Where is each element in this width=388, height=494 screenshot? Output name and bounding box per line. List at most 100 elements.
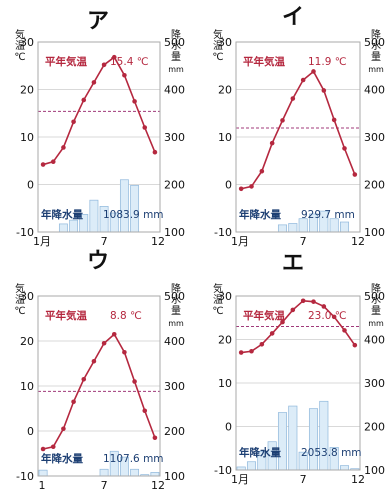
month-tick-label: 1月 (231, 473, 249, 486)
temperature-point (50, 444, 56, 450)
temperature-axis-title-char: 気 (15, 28, 25, 41)
precipitation-bar (99, 468, 109, 477)
precipitation-tick-label: 400 (164, 84, 185, 97)
temperature-point (311, 69, 316, 74)
temperature-axis-unit: ℃ (14, 306, 25, 317)
precipitation-axis-unit: mm (168, 319, 184, 328)
temperature-point (331, 314, 337, 320)
temperature-point (331, 117, 337, 123)
precipitation-axis-title-char: 降 (371, 282, 381, 295)
month-tick-label: 12 (151, 479, 165, 492)
temperature-tick-label: 10 (20, 131, 34, 144)
temperature-axis-title-char: 温 (15, 40, 25, 52)
precipitation-axis-title-char: 量 (371, 51, 381, 63)
precipitation-bar (89, 199, 99, 233)
temperature-point (71, 119, 76, 125)
temperature-point (122, 72, 127, 78)
precipitation-bar (246, 461, 257, 471)
plot-frame (235, 41, 361, 233)
temperature-point (40, 162, 46, 167)
precipitation-bar (119, 179, 129, 233)
temperature-point (40, 446, 46, 452)
temperature-point (280, 319, 285, 325)
precipitation-axis-title-char: 降 (171, 28, 181, 41)
precipitation-tick-label: 100 (164, 470, 185, 483)
precipitation-axis-unit: mm (168, 65, 184, 74)
annual-mean-value: 23.0 ℃ (308, 310, 347, 322)
plot-frame (37, 41, 161, 233)
precipitation-tick-label: 200 (164, 179, 185, 192)
temperature-tick-label: -10 (214, 226, 232, 239)
temperature-point (50, 159, 56, 164)
temperature-point (81, 376, 87, 382)
precipitation-tick-label: 100 (164, 226, 185, 239)
climate-chart-1: -10 0 10 20 30 100 200 300 400 500 1月 7 12 気温℃ 降水量 mm ア平… (14, 9, 185, 248)
temperature-point (91, 358, 97, 364)
temperature-point (311, 299, 316, 304)
temperature-tick-label: 0 (27, 425, 34, 438)
temperature-point (111, 54, 117, 60)
month-tick-label: 12 (151, 235, 165, 248)
temperature-point (91, 80, 97, 85)
temperature-point (269, 331, 275, 336)
temperature-tick-label: 0 (27, 179, 34, 192)
temperature-point (81, 97, 87, 103)
precipitation-bar (308, 408, 319, 471)
temperature-point (152, 435, 158, 441)
precipitation-axis-title-char: 水 (371, 40, 381, 52)
temperature-point (259, 168, 265, 174)
precipitation-axis-unit: mm (368, 319, 384, 328)
temperature-axis-unit: ℃ (212, 52, 223, 63)
panel-title: イ (282, 5, 304, 30)
precipitation-tick-label: 200 (364, 421, 385, 434)
temperature-point (342, 328, 347, 333)
temperature-tick-label: -10 (16, 226, 34, 239)
temperature-tick-label: -10 (16, 470, 34, 483)
temperature-axis-title-char: 気 (15, 282, 25, 295)
temperature-axis-unit: ℃ (212, 306, 223, 317)
month-tick-label: 7 (101, 479, 108, 492)
temperature-tick-label: 30 (20, 36, 34, 49)
precipitation-tick-label: 500 (364, 36, 385, 49)
temperature-point (111, 331, 117, 337)
annual-mean-value: 8.8 ℃ (110, 310, 142, 322)
annual-total-value: 1083.9 mm (103, 209, 164, 221)
temperature-point (280, 118, 285, 123)
panel-title: ア (87, 9, 109, 34)
precipitation-tick-label: 100 (364, 226, 385, 239)
temperature-point (142, 408, 148, 414)
temperature-point (249, 348, 254, 354)
temperature-point (342, 146, 347, 151)
precipitation-tick-label: 100 (364, 464, 385, 477)
precipitation-tick-label: 500 (164, 290, 185, 303)
temperature-tick-label: 0 (225, 421, 232, 434)
annual-total-label: 年降水量 (239, 446, 281, 459)
precipitation-bar (288, 405, 298, 471)
temperature-point (122, 349, 127, 355)
temperature-point (61, 145, 66, 150)
precipitation-bar (339, 221, 350, 233)
temperature-point (101, 340, 107, 346)
precipitation-axis-title-char: 水 (371, 294, 381, 306)
precipitation-tick-label: 400 (364, 84, 385, 97)
temperature-tick-label: 20 (20, 84, 34, 97)
temperature-point (269, 140, 275, 146)
temperature-point (142, 125, 148, 130)
month-tick-label: 12 (351, 235, 365, 248)
precipitation-bar (277, 412, 288, 471)
precipitation-axis-title-char: 量 (171, 51, 181, 63)
temperature-point (290, 307, 296, 313)
temperature-point (352, 342, 358, 348)
precipitation-axis-title-char: 水 (171, 294, 181, 306)
temperature-point (321, 88, 327, 93)
temperature-point (238, 186, 244, 192)
annual-mean-value: 15.4 ℃ (110, 56, 149, 68)
temperature-point (259, 341, 265, 347)
precipitation-bar (58, 223, 68, 233)
month-tick-label: 1月 (231, 235, 249, 248)
climate-chart-4: -10 0 10 20 30 100 200 300 400 500 1月 7 12 気温℃ 降水量 mm エ平… (212, 251, 385, 486)
precipitation-axis-title-char: 降 (171, 282, 181, 295)
temperature-tick-label: 10 (218, 131, 232, 144)
temperature-tick-label: 20 (20, 335, 34, 348)
